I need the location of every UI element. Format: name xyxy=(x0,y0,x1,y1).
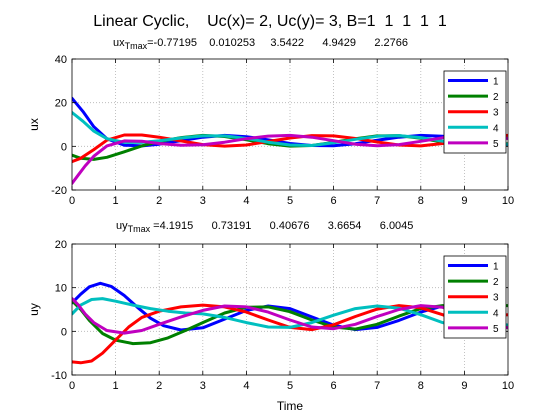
ux-legend: 1 2 3 4 5 xyxy=(443,70,507,154)
ux-series-line-5 xyxy=(72,133,508,185)
uy-x-tick-label: 3 xyxy=(200,380,206,392)
uy-x-tick-label: 10 xyxy=(502,380,514,392)
uy-x-tick-label: 5 xyxy=(287,380,293,392)
uy-legend-label-1: 1 xyxy=(493,262,499,273)
ux-legend-label-5: 5 xyxy=(493,139,499,150)
ux-y-tick-label: 0 xyxy=(61,141,67,153)
uy-x-tick-label: 8 xyxy=(418,380,424,392)
ux-x-tick-label: 8 xyxy=(418,195,424,207)
uy-series-line-1 xyxy=(72,281,508,332)
ux-legend-label-4: 4 xyxy=(493,123,499,134)
uy-legend-label-2: 2 xyxy=(493,277,499,288)
uy-subtitle-values: =4.1915 0.73191 0.40676 3.6654 6.0045 xyxy=(150,220,414,232)
uy-legend-label-4: 4 xyxy=(493,308,499,319)
uy-y-tick-label: -10 xyxy=(51,370,67,382)
ux-subtitle-values: =-0.77195 0.010253 3.5422 4.9429 2.2766 xyxy=(147,37,408,49)
ux-x-tick-label: 5 xyxy=(287,195,293,207)
uy-series-line-4 xyxy=(72,297,508,331)
ux-x-tick-label: 4 xyxy=(243,195,249,207)
ux-x-tick-label: 7 xyxy=(374,195,380,207)
uy-y-tick-label: 10 xyxy=(55,283,67,295)
ux-x-tick-label: 3 xyxy=(200,195,206,207)
uy-x-tick-label: 0 xyxy=(69,380,75,392)
ux-x-tick-label: 0 xyxy=(69,195,75,207)
ux-y-axis-label: ux xyxy=(27,118,41,131)
ux-x-tick-label: 9 xyxy=(461,195,467,207)
uy-x-tick-label: 6 xyxy=(331,380,337,392)
uy-series-line-5 xyxy=(72,297,508,335)
ux-legend-label-3: 3 xyxy=(493,108,499,119)
uy-series-group xyxy=(72,281,508,365)
ux-x-tick-label: 10 xyxy=(502,195,514,207)
uy-legend-label-5: 5 xyxy=(493,324,499,335)
ux-legend-label-1: 1 xyxy=(493,77,499,88)
ux-legend-label-2: 2 xyxy=(493,92,499,103)
ux-y-tick-label: -20 xyxy=(51,185,67,197)
ux-subtitle: uxTmax=-0.77195 0.010253 3.5422 4.9429 2… xyxy=(113,37,408,51)
uy-legend: 1 2 3 4 5 xyxy=(443,255,507,339)
uy-x-tick-label: 2 xyxy=(156,380,162,392)
ux-subtitle-prefix: ux xyxy=(113,37,125,49)
uy-subtitle-subscript: Tmax xyxy=(127,224,151,235)
uy-x-tick-label: 4 xyxy=(243,380,249,392)
uy-subtitle-prefix: uy xyxy=(116,220,128,232)
x-axis-label: Time xyxy=(277,399,304,413)
ux-y-tick-label: 20 xyxy=(55,98,67,110)
uy-subtitle: uyTmax =4.1915 0.73191 0.40676 3.6654 6.… xyxy=(116,220,413,234)
uy-x-tick-label: 7 xyxy=(374,380,380,392)
figure-title: Linear Cyclic, Uc(x)= 2, Uc(y)= 3, B=1 1… xyxy=(93,13,447,30)
ux-x-tick-label: 1 xyxy=(113,195,119,207)
ux-x-tick-label: 2 xyxy=(156,195,162,207)
uy-y-tick-label: 0 xyxy=(61,326,67,338)
ux-series-group xyxy=(72,96,508,185)
ux-x-tick-label: 6 xyxy=(331,195,337,207)
uy-x-tick-label: 9 xyxy=(461,380,467,392)
uy-y-tick-label: 20 xyxy=(55,239,67,251)
uy-y-axis-label: uy xyxy=(27,303,41,316)
uy-series-line-3 xyxy=(72,303,508,365)
uy-x-tick-label: 1 xyxy=(113,380,119,392)
ux-subtitle-subscript: Tmax xyxy=(124,41,148,52)
uy-legend-label-3: 3 xyxy=(493,293,499,304)
ux-y-tick-label: 40 xyxy=(55,54,67,66)
